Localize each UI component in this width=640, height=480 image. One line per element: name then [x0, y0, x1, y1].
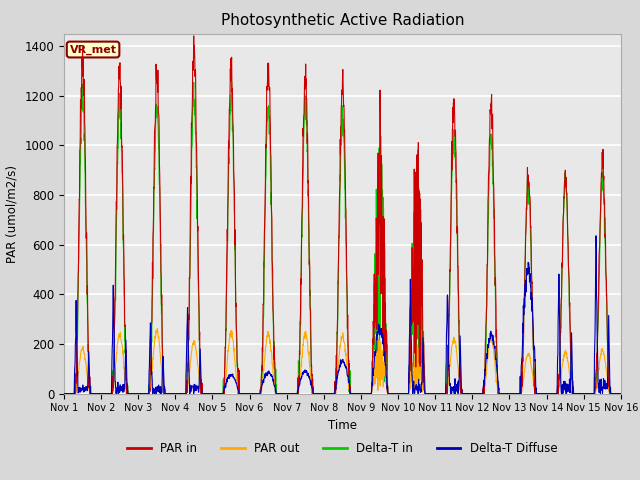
Text: VR_met: VR_met	[70, 44, 116, 55]
Title: Photosynthetic Active Radiation: Photosynthetic Active Radiation	[221, 13, 464, 28]
X-axis label: Time: Time	[328, 419, 357, 432]
Legend: PAR in, PAR out, Delta-T in, Delta-T Diffuse: PAR in, PAR out, Delta-T in, Delta-T Dif…	[123, 437, 562, 460]
Y-axis label: PAR (umol/m2/s): PAR (umol/m2/s)	[6, 165, 19, 263]
